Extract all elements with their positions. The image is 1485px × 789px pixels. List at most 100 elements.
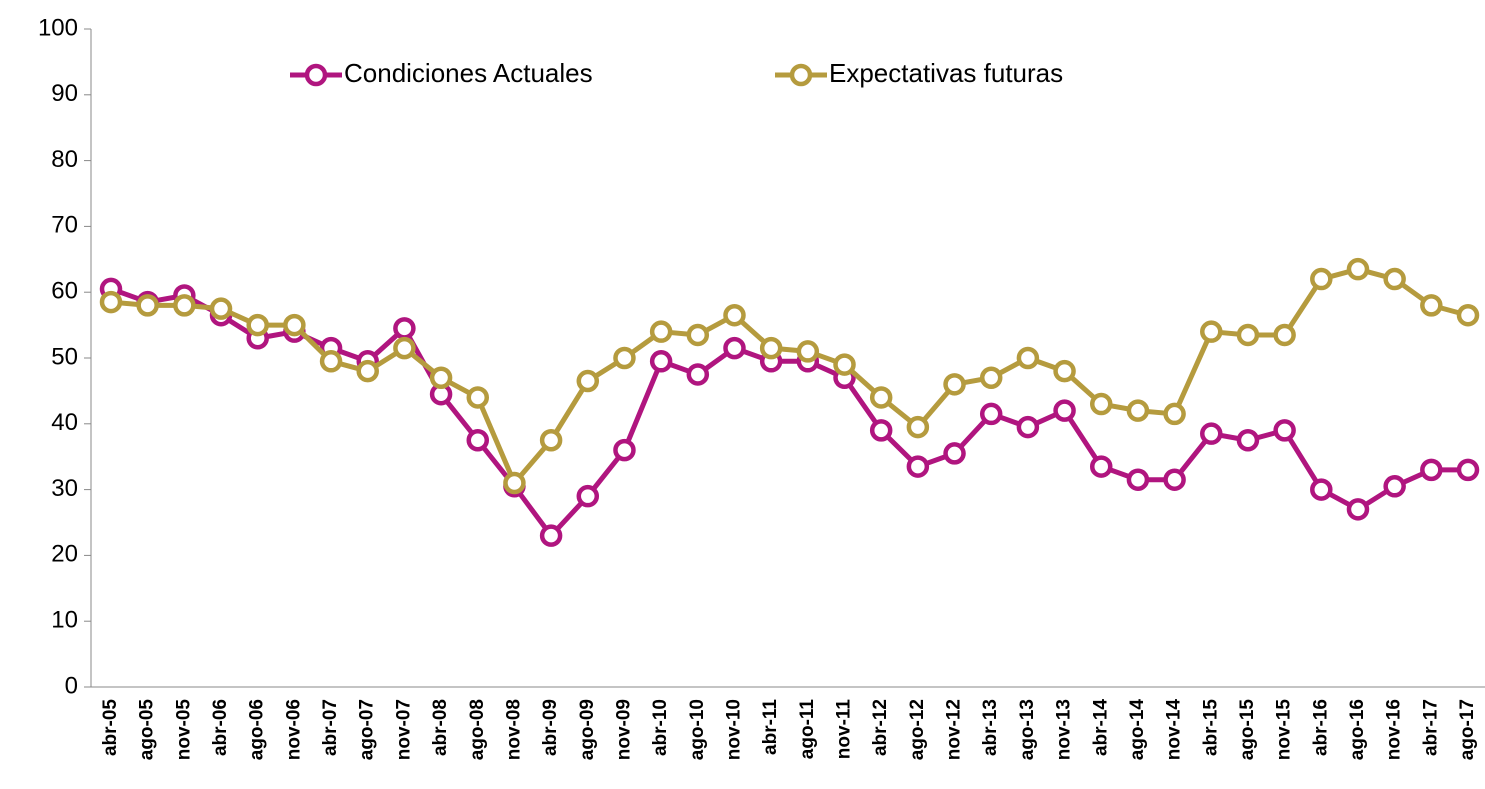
x-tick-label: nov-14 — [1164, 699, 1185, 761]
data-point — [869, 386, 893, 409]
x-tick-label: abr-14 — [1090, 699, 1111, 756]
data-point — [869, 419, 893, 442]
legend-label: Expectativas futuras — [829, 58, 1063, 88]
data-point — [979, 366, 1003, 389]
x-tick-label: abr-11 — [760, 699, 781, 755]
x-tick-label: abr-15 — [1200, 699, 1221, 756]
x-tick-label: abr-07 — [320, 699, 341, 756]
data-point — [1310, 267, 1333, 291]
data-point — [1016, 346, 1040, 370]
data-point — [1420, 294, 1443, 317]
data-point — [99, 290, 123, 314]
data-point — [539, 429, 563, 452]
x-tick-label: ago-15 — [1237, 699, 1258, 761]
data-point — [393, 317, 416, 340]
x-tick-label: nov-05 — [173, 699, 194, 761]
legend-marker — [304, 63, 328, 87]
y-tick-label: 30 — [51, 475, 78, 502]
data-point — [1126, 468, 1150, 491]
data-point — [943, 373, 966, 396]
data-point — [136, 294, 159, 317]
x-tick-label: ago-13 — [1017, 699, 1038, 760]
x-tick-label: abr-10 — [650, 699, 671, 756]
data-point — [466, 429, 490, 452]
data-point — [356, 359, 379, 383]
data-point — [1236, 429, 1260, 452]
y-tick-label: 10 — [51, 607, 78, 634]
data-point — [1273, 419, 1296, 442]
data-point — [466, 386, 490, 409]
x-tick-label: nov-11 — [834, 699, 855, 760]
data-point — [1089, 455, 1113, 478]
data-point — [723, 336, 746, 360]
data-point — [503, 471, 526, 495]
data-point — [613, 438, 636, 462]
data-point — [1089, 392, 1113, 416]
y-tick-label: 50 — [51, 343, 78, 370]
data-point — [576, 484, 600, 508]
y-tick-label: 0 — [65, 672, 78, 699]
legend-label: Condiciones Actuales — [344, 58, 593, 88]
data-point — [429, 366, 453, 389]
data-point — [209, 297, 233, 320]
x-tick-label: abr-09 — [540, 699, 561, 756]
data-point — [649, 350, 673, 373]
x-tick-label: nov-08 — [503, 699, 524, 760]
x-tick-label: ago-11 — [797, 699, 818, 760]
x-tick-label: ago-06 — [247, 699, 268, 760]
data-point — [1273, 323, 1296, 347]
data-point — [1383, 475, 1406, 498]
data-point — [686, 323, 710, 347]
data-point — [833, 353, 856, 376]
x-tick-label: abr-17 — [1420, 699, 1441, 756]
x-tick-label: ago-09 — [577, 699, 598, 760]
x-tick-label: nov-06 — [283, 699, 304, 760]
data-point — [1346, 498, 1370, 521]
x-tick-label: ago-07 — [357, 699, 378, 760]
x-tick-label: ago-05 — [137, 699, 158, 761]
x-tick-label: nov-09 — [613, 699, 634, 760]
y-tick-label: 80 — [51, 146, 78, 173]
data-point — [1163, 468, 1186, 491]
data-point — [1163, 402, 1186, 426]
x-tick-label: abr-05 — [100, 699, 121, 756]
x-tick-label: ago-10 — [687, 699, 708, 760]
data-point — [1420, 458, 1443, 482]
x-tick-label: abr-08 — [430, 699, 451, 756]
y-tick-label: 20 — [51, 541, 78, 568]
y-tick-label: 70 — [51, 212, 78, 239]
x-tick-label: nov-07 — [393, 699, 414, 760]
x-tick-label: abr-06 — [210, 699, 231, 756]
data-point — [1456, 303, 1480, 327]
data-point — [1456, 458, 1480, 482]
x-tick-label: nov-16 — [1384, 699, 1405, 760]
data-point — [173, 294, 196, 317]
x-tick-label: abr-16 — [1310, 699, 1331, 756]
x-tick-label: abr-13 — [980, 699, 1001, 756]
data-point — [1346, 257, 1370, 281]
series-line — [110, 286, 1468, 539]
x-tick-label: ago-16 — [1347, 699, 1368, 760]
series-line — [110, 266, 1469, 486]
data-point — [539, 524, 563, 547]
data-point — [319, 350, 343, 373]
data-point — [1200, 422, 1223, 445]
data-point — [1200, 320, 1223, 343]
data-point — [1053, 399, 1076, 422]
y-tick-label: 100 — [38, 14, 78, 41]
data-point — [1236, 323, 1260, 347]
data-point — [246, 313, 269, 337]
data-point — [979, 402, 1003, 426]
x-tick-label: abr-12 — [870, 699, 891, 756]
data-point — [906, 415, 930, 439]
data-point — [686, 363, 710, 386]
y-tick-label: 40 — [51, 409, 78, 436]
data-point — [393, 336, 416, 360]
x-tick-label: ago-08 — [467, 699, 488, 760]
data-point — [796, 340, 820, 363]
x-tick-label: nov-15 — [1274, 699, 1295, 761]
y-tick-label: 60 — [51, 278, 78, 305]
x-tick-label: ago-17 — [1457, 699, 1478, 760]
